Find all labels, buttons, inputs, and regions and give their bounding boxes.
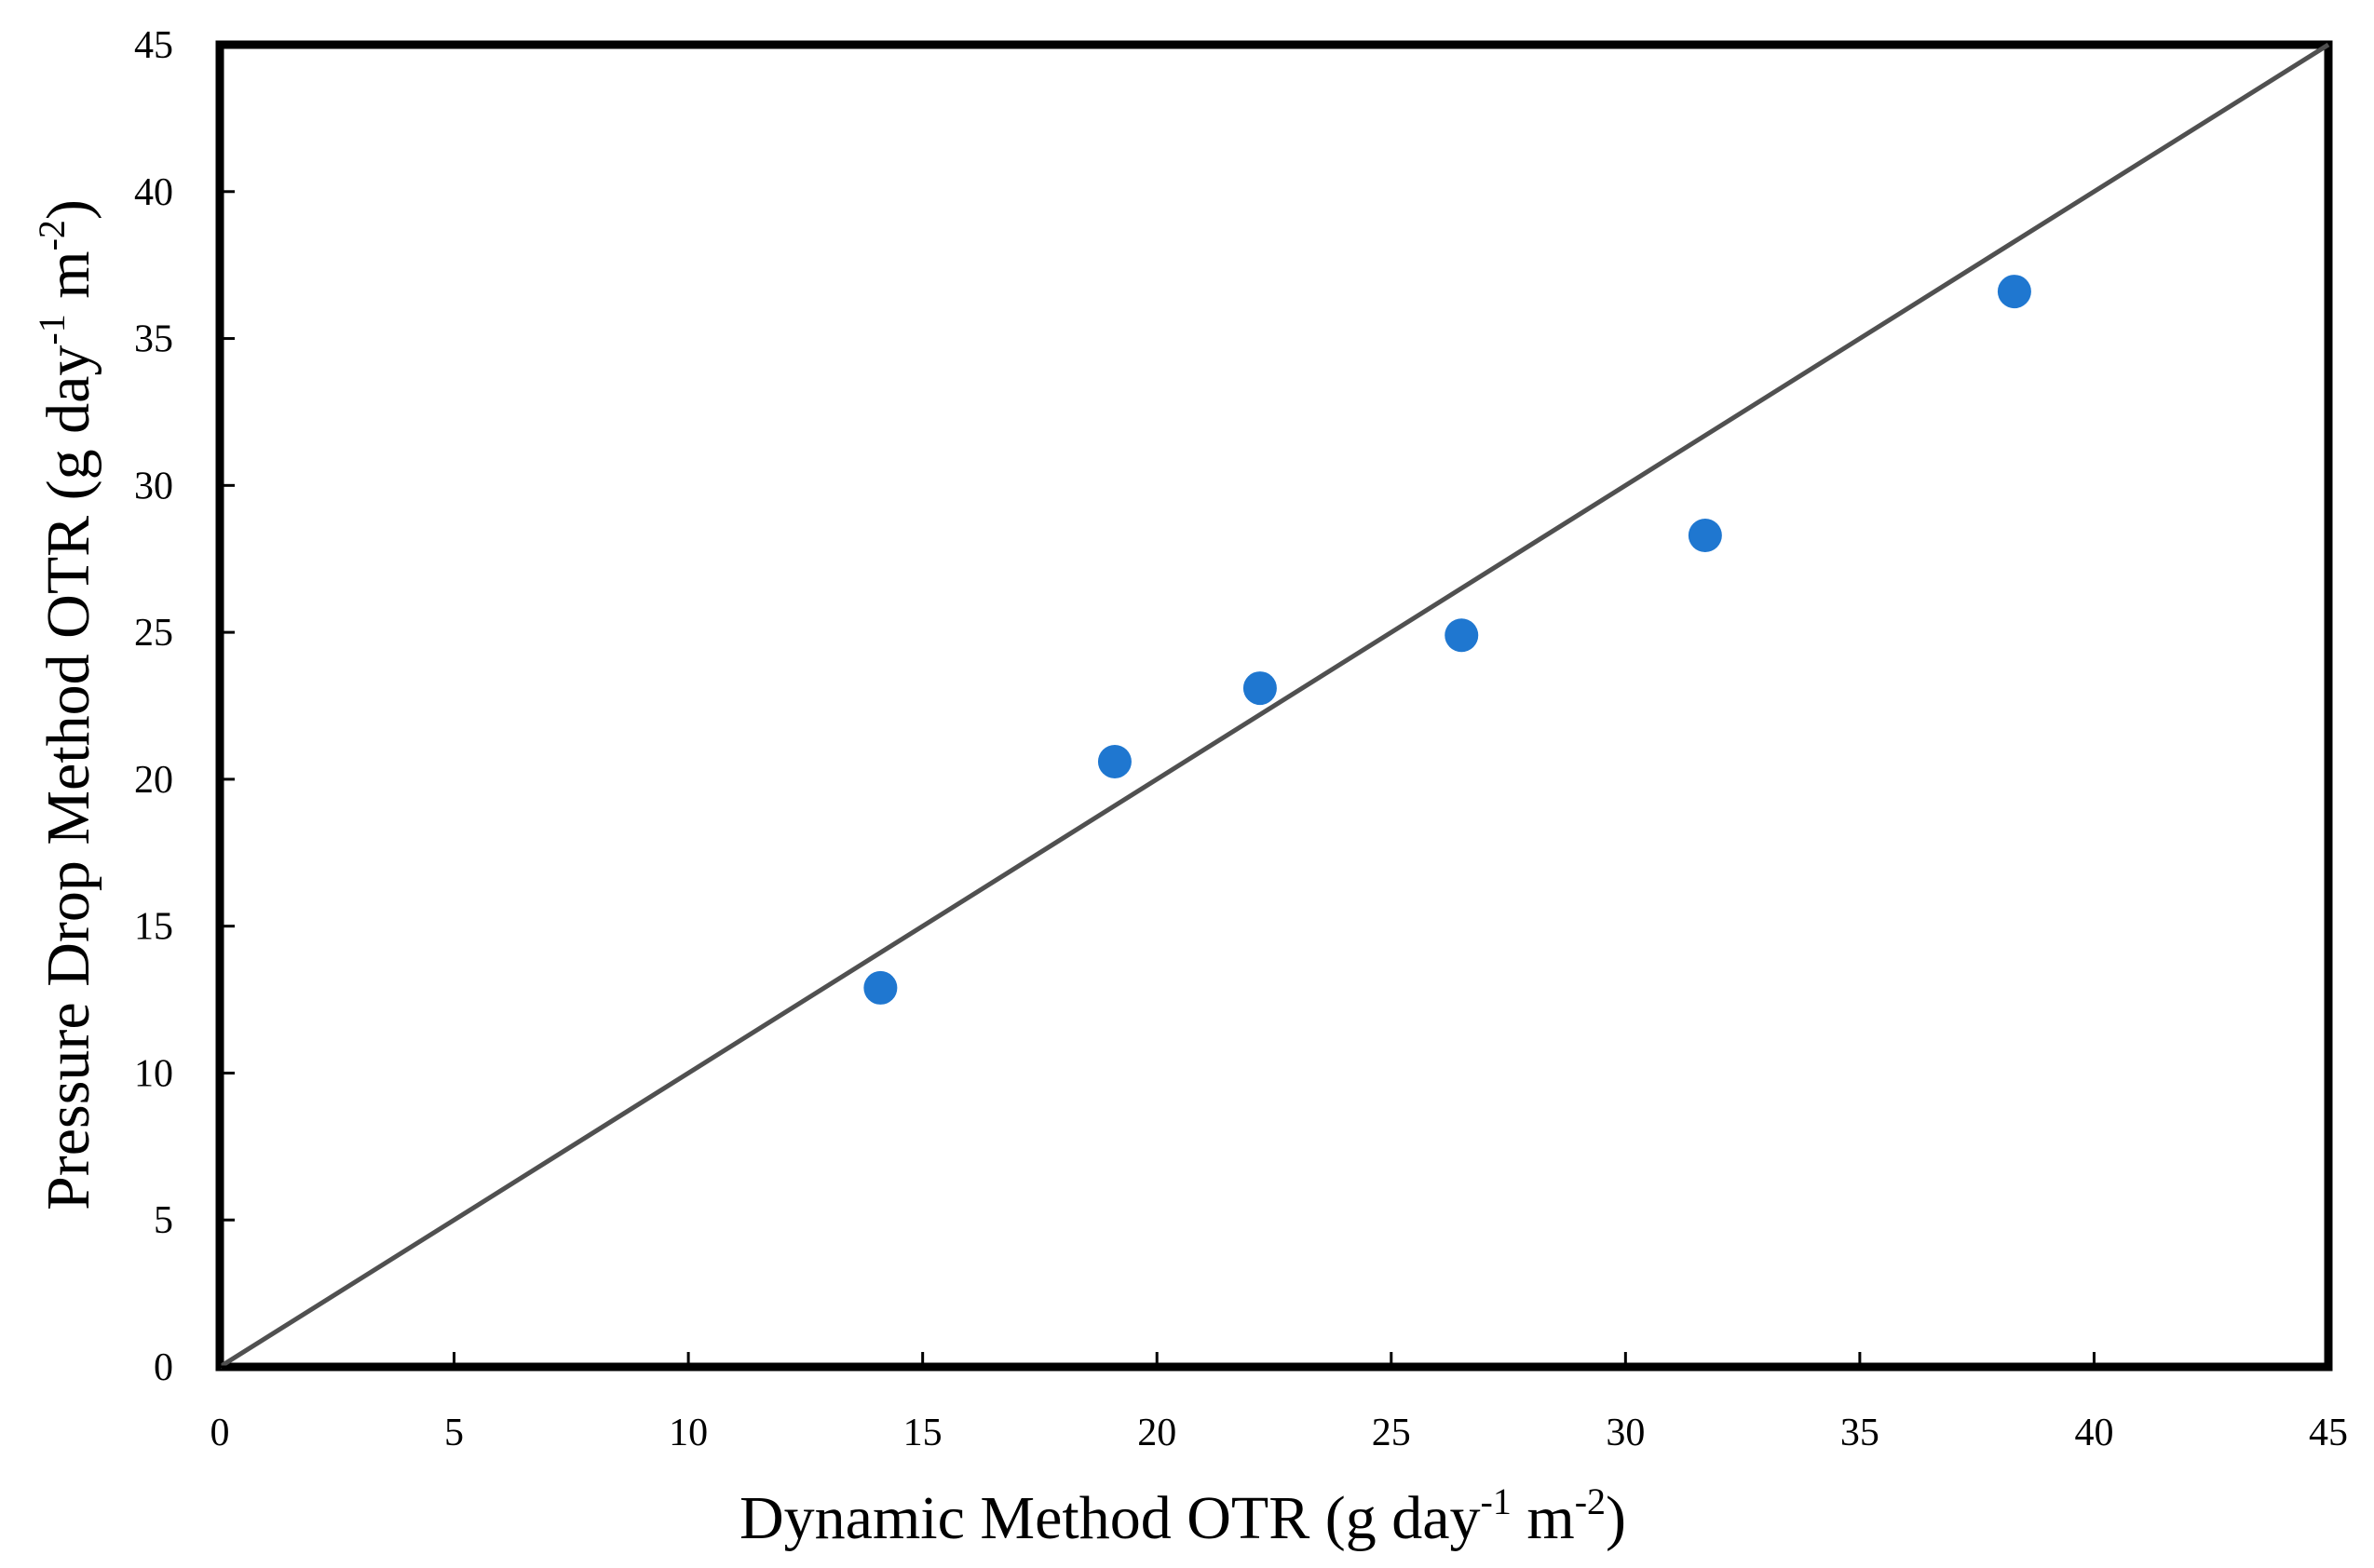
y-axis-title-end: ) <box>34 199 102 220</box>
x-axis-ticks: 0 5 10 15 20 25 30 35 40 45 <box>210 1352 2348 1454</box>
data-points-layer <box>863 275 2031 1005</box>
y-tick-label-15: 15 <box>134 906 173 949</box>
reference-line-layer <box>218 42 2330 1370</box>
plot-area-border <box>215 40 2333 1372</box>
x-tick-label-10: 10 <box>669 1412 708 1454</box>
y-axis-title-sup1: -1 <box>31 314 73 345</box>
x-tick-label-30: 30 <box>1606 1412 1645 1454</box>
x-axis-title-mid: m <box>1512 1484 1575 1552</box>
y-axis-title-main: Pressure Drop Method OTR (g day <box>34 345 102 1210</box>
y-tick-label-25: 25 <box>134 612 173 655</box>
x-tick-label-5: 5 <box>444 1412 464 1454</box>
x-axis-title-sup2: -2 <box>1575 1480 1606 1522</box>
data-point-2 <box>1097 744 1132 778</box>
y-tick-label-40: 40 <box>134 171 173 214</box>
y-axis-title-sup2: -2 <box>31 220 73 250</box>
data-point-5 <box>1688 518 1722 552</box>
data-point-1 <box>863 970 898 1005</box>
x-tick-label-15: 15 <box>903 1412 943 1454</box>
data-point-6 <box>1997 275 2031 309</box>
y-tick-label-0: 0 <box>154 1346 173 1389</box>
y-tick-label-45: 45 <box>134 24 173 67</box>
x-tick-label-25: 25 <box>1372 1412 1411 1454</box>
y-tick-label-10: 10 <box>134 1052 173 1095</box>
y-tick-label-35: 35 <box>134 318 173 361</box>
plot-frame-layer <box>215 40 2333 1372</box>
y-tick-label-5: 5 <box>154 1199 173 1242</box>
x-axis-title-main: Dynamic Method OTR (g day <box>739 1484 1481 1552</box>
y-axis-ticks: 0 5 10 15 20 25 30 35 40 45 <box>134 24 235 1389</box>
x-tick-label-40: 40 <box>2074 1412 2113 1454</box>
reference-line <box>218 42 2330 1370</box>
x-axis-title-sup1: -1 <box>1481 1480 1512 1522</box>
x-tick-label-45: 45 <box>2309 1412 2348 1454</box>
y-axis-title: Pressure Drop Method OTR (g day-1 m-2) <box>31 199 102 1210</box>
data-point-4 <box>1445 618 1479 653</box>
x-axis-title: Dynamic Method OTR (g day-1 m-2) <box>739 1480 1626 1552</box>
x-tick-label-35: 35 <box>1840 1412 1879 1454</box>
y-tick-label-30: 30 <box>134 465 173 507</box>
x-tick-label-0: 0 <box>210 1412 230 1454</box>
x-axis-title-end: ) <box>1606 1484 1626 1552</box>
x-tick-label-20: 20 <box>1137 1412 1176 1454</box>
y-axis-title-mid: m <box>34 250 102 314</box>
y-tick-label-20: 20 <box>134 759 173 802</box>
data-point-3 <box>1242 671 1277 706</box>
